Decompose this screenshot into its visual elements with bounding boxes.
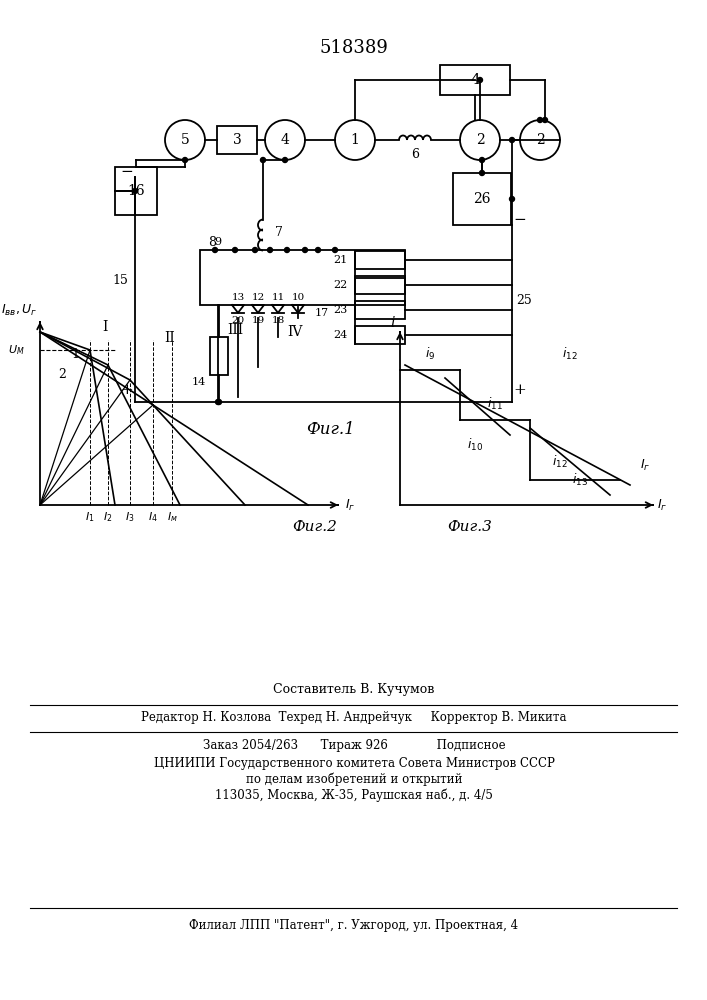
Bar	[217, 126, 257, 154]
Text: Фиг.3: Фиг.3	[448, 520, 493, 534]
Text: 4: 4	[281, 133, 289, 147]
Text: $I_2$: $I_2$	[103, 510, 112, 524]
Circle shape	[216, 399, 221, 404]
Text: 14: 14	[192, 377, 206, 387]
Circle shape	[510, 137, 515, 142]
Text: 2: 2	[476, 133, 484, 147]
Circle shape	[332, 247, 337, 252]
Bar	[355, 251, 405, 269]
Text: 16: 16	[127, 184, 145, 198]
Text: $i_{12}$: $i_{12}$	[562, 346, 578, 362]
Circle shape	[542, 117, 547, 122]
Text: $I_3$: $I_3$	[125, 510, 135, 524]
Bar	[355, 301, 405, 319]
Text: Редактор Н. Козлова  Техред Н. Андрейчук     Корректор В. Микита: Редактор Н. Козлова Техред Н. Андрейчук …	[141, 712, 567, 724]
Text: $i_9$: $i_9$	[425, 346, 436, 362]
Text: Фиг.1: Фиг.1	[305, 422, 354, 438]
Text: Филиал ЛПП "Патент", г. Ужгород, ул. Проектная, 4: Филиал ЛПП "Патент", г. Ужгород, ул. Про…	[189, 918, 518, 932]
Text: $i_{12}$: $i_{12}$	[552, 454, 568, 470]
Bar	[210, 337, 228, 375]
Text: 11: 11	[271, 293, 285, 302]
Text: $I_м$: $I_м$	[167, 510, 177, 524]
Text: 9: 9	[214, 237, 221, 247]
Text: II: II	[165, 331, 175, 345]
Text: III: III	[227, 323, 243, 337]
Text: 4: 4	[470, 73, 480, 87]
Text: 2: 2	[536, 133, 544, 147]
Text: IV: IV	[287, 325, 303, 339]
Text: 18: 18	[271, 316, 285, 325]
Bar	[453, 173, 511, 225]
Text: $I_1$: $I_1$	[86, 510, 95, 524]
Text: 21: 21	[333, 255, 347, 265]
Circle shape	[537, 117, 542, 122]
Text: 25: 25	[516, 294, 532, 306]
Text: 2: 2	[58, 368, 66, 381]
Text: 26: 26	[473, 192, 491, 206]
Text: $I_г$: $I_г$	[640, 457, 650, 473]
Circle shape	[303, 247, 308, 252]
Text: Фиг.2: Фиг.2	[293, 520, 337, 534]
Circle shape	[479, 157, 484, 162]
Text: 10: 10	[291, 293, 305, 302]
Text: i: i	[390, 316, 395, 330]
Bar	[440, 65, 510, 95]
Text: $I_4$: $I_4$	[148, 510, 158, 524]
Text: 8: 8	[208, 235, 216, 248]
Circle shape	[213, 247, 218, 252]
Text: −: −	[121, 165, 134, 179]
Circle shape	[216, 399, 221, 404]
Text: −: −	[513, 213, 527, 227]
Text: 1: 1	[71, 349, 79, 361]
Bar	[115, 167, 157, 215]
Text: Заказ 2054/263      Тираж 926             Подписное: Заказ 2054/263 Тираж 926 Подписное	[203, 740, 506, 752]
Text: 22: 22	[333, 280, 347, 290]
Circle shape	[182, 157, 187, 162]
Text: $I_{вв},U_г$: $I_{вв},U_г$	[1, 302, 38, 318]
Text: +: +	[513, 383, 527, 397]
Text: 17: 17	[315, 308, 329, 318]
Circle shape	[479, 170, 484, 176]
Text: I: I	[103, 320, 107, 334]
Circle shape	[233, 247, 238, 252]
Text: 12: 12	[252, 293, 264, 302]
Bar	[355, 276, 405, 294]
Text: 3: 3	[233, 133, 241, 147]
Text: ЦНИИПИ Государственного комитета Совета Министров СССР: ЦНИИПИ Государственного комитета Совета …	[153, 756, 554, 770]
Text: $i_{11}$: $i_{11}$	[487, 396, 503, 412]
Circle shape	[510, 196, 515, 202]
Text: $i_{13}$: $i_{13}$	[572, 472, 588, 488]
Text: 24: 24	[333, 330, 347, 340]
Text: 19: 19	[252, 316, 264, 325]
Bar	[355, 326, 405, 344]
Circle shape	[132, 188, 137, 194]
Text: $i_{10}$: $i_{10}$	[467, 437, 483, 453]
Circle shape	[283, 157, 288, 162]
Text: 113035, Москва, Ж-35, Раушская наб., д. 4/5: 113035, Москва, Ж-35, Раушская наб., д. …	[215, 788, 493, 802]
Circle shape	[260, 157, 266, 162]
Text: 13: 13	[231, 293, 245, 302]
Circle shape	[477, 78, 482, 83]
Text: $I_г$: $I_г$	[345, 497, 355, 513]
Text: $I_г$: $I_г$	[657, 497, 667, 513]
Text: 7: 7	[275, 226, 283, 238]
Text: 15: 15	[112, 273, 128, 286]
Text: по делам изобретений и открытий: по делам изобретений и открытий	[246, 772, 462, 786]
Circle shape	[267, 247, 272, 252]
Circle shape	[284, 247, 289, 252]
Text: +: +	[121, 383, 134, 397]
Text: 1: 1	[351, 133, 359, 147]
Text: $U_M$: $U_M$	[8, 343, 25, 357]
Circle shape	[252, 247, 257, 252]
Text: 518389: 518389	[320, 39, 388, 57]
Text: 6: 6	[411, 147, 419, 160]
Bar	[200, 250, 405, 305]
Text: 23: 23	[333, 305, 347, 315]
Text: 20: 20	[231, 316, 245, 325]
Text: 5: 5	[180, 133, 189, 147]
Text: Составитель В. Кучумов: Составитель В. Кучумов	[274, 684, 435, 696]
Circle shape	[315, 247, 320, 252]
